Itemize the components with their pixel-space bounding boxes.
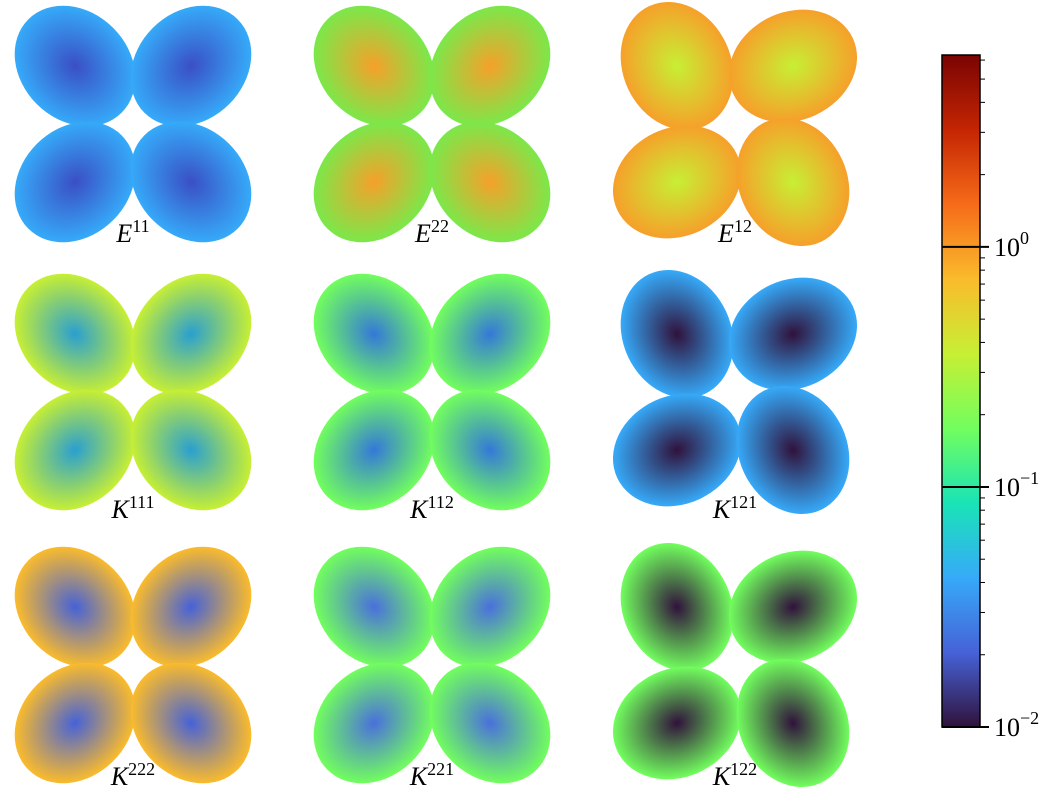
- panel-label: K121: [712, 492, 757, 524]
- panel-label: E12: [717, 216, 752, 248]
- tick-exp: 0: [1020, 228, 1029, 248]
- label-sup: 12: [734, 216, 752, 236]
- label-sup: 111: [129, 492, 155, 512]
- lobe: [14, 546, 136, 668]
- lobe: [620, 1, 734, 131]
- lobe: [14, 389, 136, 511]
- lobe: [313, 5, 435, 127]
- tick-base: 10: [994, 713, 1020, 742]
- label-base: K: [409, 495, 429, 524]
- lobe: [620, 269, 734, 399]
- label-sup: 121: [730, 492, 757, 512]
- label-base: K: [409, 762, 429, 791]
- lobe: [14, 273, 136, 395]
- lobe: [130, 273, 252, 395]
- lobe: [620, 542, 734, 672]
- tick-label: 100: [994, 228, 1029, 262]
- lobe: [313, 546, 435, 668]
- lobe: [736, 117, 850, 247]
- panel-label: E11: [115, 216, 149, 248]
- colorbar: [941, 54, 981, 728]
- label-base: K: [110, 495, 130, 524]
- panel: K111: [14, 273, 252, 524]
- label-sup: 122: [730, 759, 757, 779]
- label-sup: 11: [132, 216, 149, 236]
- panel: K221: [313, 546, 551, 791]
- panel: E12: [612, 1, 858, 248]
- panel-label: K112: [409, 492, 454, 524]
- lobe: [313, 273, 435, 395]
- lobe: [612, 125, 742, 239]
- lobe: [14, 662, 136, 784]
- tick-exp: −1: [1020, 468, 1039, 488]
- tick-exp: −2: [1020, 708, 1039, 728]
- lobe: [130, 5, 252, 127]
- panel-label: E22: [414, 216, 449, 248]
- panel-label: K222: [110, 759, 155, 791]
- label-sup: 221: [427, 759, 454, 779]
- lobe: [429, 389, 551, 511]
- tick-base: 10: [994, 233, 1020, 262]
- lobe: [429, 5, 551, 127]
- lobe: [130, 121, 252, 243]
- panel: K222: [14, 546, 252, 791]
- lobe: [429, 546, 551, 668]
- panel: K112: [313, 273, 551, 524]
- lobe: [728, 9, 858, 123]
- label-base: K: [712, 762, 732, 791]
- panel-label: K221: [409, 759, 454, 791]
- lobe: [728, 550, 858, 664]
- tick-label: 10−2: [994, 708, 1039, 742]
- tick-base: 10: [994, 473, 1020, 502]
- lobe: [14, 5, 136, 127]
- label-base: E: [717, 219, 734, 248]
- lobe: [313, 662, 435, 784]
- lobe: [14, 121, 136, 243]
- lobe: [736, 658, 850, 788]
- lobe: [612, 666, 742, 780]
- lobe: [429, 273, 551, 395]
- label-sup: 112: [428, 492, 454, 512]
- tick-label: 10−1: [994, 468, 1039, 502]
- lobe: [612, 393, 742, 507]
- label-base: E: [115, 219, 132, 248]
- panel: E22: [313, 5, 551, 248]
- label-base: E: [414, 219, 431, 248]
- lobe: [429, 121, 551, 243]
- lobe: [130, 389, 252, 511]
- lobe: [728, 277, 858, 391]
- lobe: [130, 662, 252, 784]
- lobe: [130, 546, 252, 668]
- label-base: K: [110, 762, 130, 791]
- lobe: [429, 662, 551, 784]
- label-sup: 222: [128, 759, 155, 779]
- lobe: [736, 385, 850, 515]
- label-sup: 22: [431, 216, 449, 236]
- panel-label: K111: [110, 492, 154, 524]
- panel: K122: [612, 542, 858, 791]
- label-base: K: [712, 495, 732, 524]
- lobe: [313, 121, 435, 243]
- lobe: [313, 389, 435, 511]
- panel: K121: [612, 269, 858, 524]
- panel: E11: [14, 5, 252, 248]
- panel-label: K122: [712, 759, 757, 791]
